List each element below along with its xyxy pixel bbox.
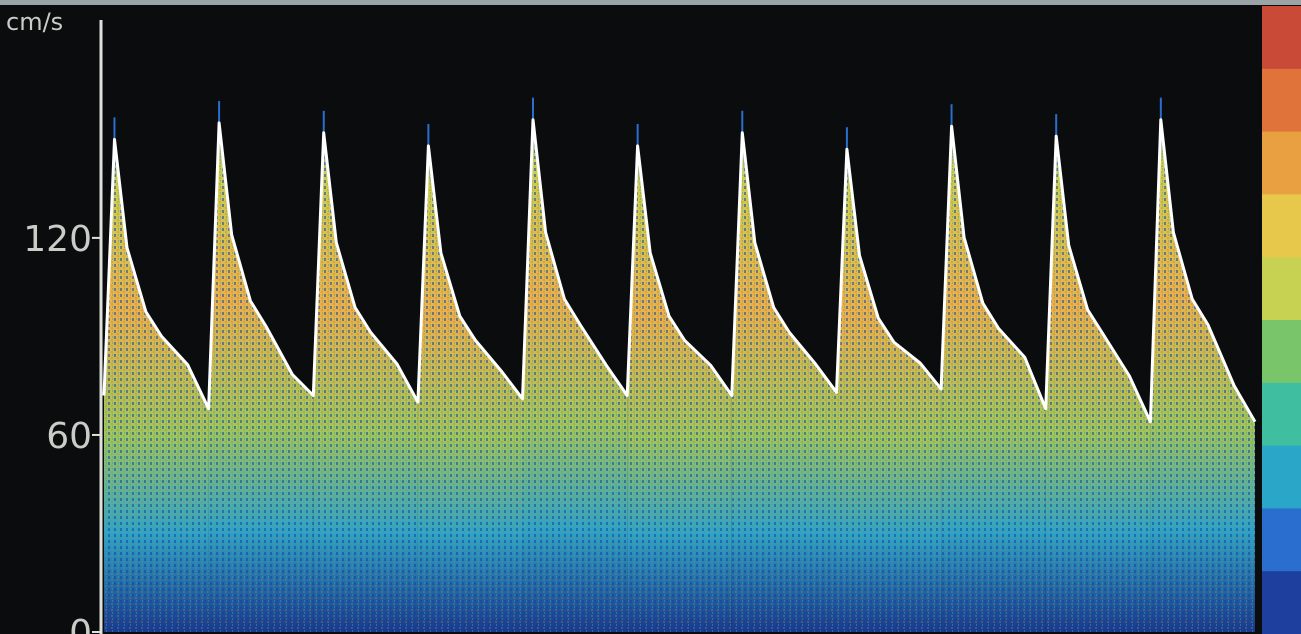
color-scale-segment bbox=[1262, 571, 1301, 634]
y-tick-label: 60 bbox=[46, 416, 92, 457]
cardiac-cycle-speckle bbox=[104, 139, 209, 632]
color-scale-segment bbox=[1262, 320, 1301, 384]
velocity-envelope-trace bbox=[102, 118, 1257, 424]
spectrum-fill-group bbox=[104, 97, 1255, 633]
color-scale-segment bbox=[1262, 68, 1301, 133]
cardiac-cycle-speckle bbox=[627, 145, 732, 632]
y-tick-group: 0 60 120 bbox=[23, 219, 101, 634]
color-scale-segment bbox=[1262, 508, 1301, 572]
color-scale-segment bbox=[1262, 194, 1301, 258]
color-scale-segment bbox=[1262, 6, 1301, 70]
cardiac-cycle-speckle bbox=[313, 132, 418, 633]
cardiac-cycle-speckle bbox=[731, 132, 837, 633]
cardiac-cycle-speckle bbox=[1150, 119, 1255, 632]
color-scale-segment bbox=[1262, 131, 1301, 195]
y-tick-label: 120 bbox=[23, 219, 92, 260]
cardiac-cycle-speckle bbox=[208, 122, 314, 633]
y-tick-label: 0 bbox=[69, 613, 92, 634]
color-scale-segment bbox=[1262, 257, 1301, 321]
top-border bbox=[0, 0, 1301, 5]
color-scale-bar bbox=[1262, 6, 1301, 634]
cardiac-cycle-speckle bbox=[836, 149, 942, 632]
cardiac-cycle-speckle bbox=[417, 145, 523, 632]
envelope-trace-group bbox=[102, 118, 1257, 424]
y-axis-label: cm/s bbox=[6, 8, 63, 36]
cardiac-cycle-speckle bbox=[941, 126, 1046, 632]
color-scale-segment bbox=[1262, 445, 1301, 509]
color-scale-segment bbox=[1262, 382, 1301, 447]
cardiac-cycle-speckle bbox=[522, 119, 628, 632]
